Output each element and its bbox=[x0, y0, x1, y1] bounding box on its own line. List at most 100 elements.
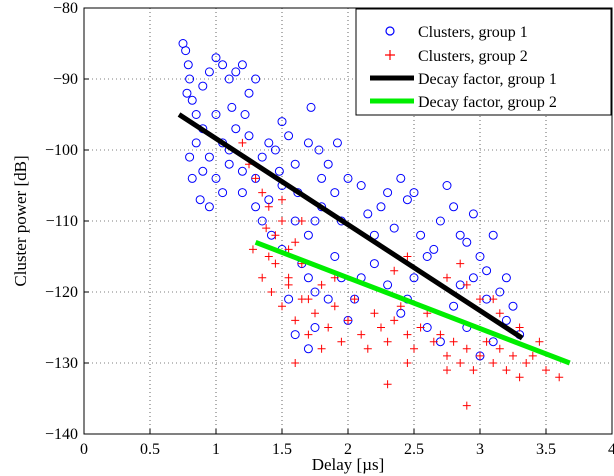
point-plus bbox=[476, 351, 484, 360]
point-circle bbox=[290, 159, 300, 169]
y-tick-label: −90 bbox=[53, 71, 78, 88]
point-circle bbox=[204, 202, 214, 212]
point-circle bbox=[204, 67, 214, 77]
point-circle bbox=[422, 252, 432, 261]
x-tick-label: 3 bbox=[476, 441, 484, 458]
point-circle bbox=[396, 173, 406, 183]
series-4 bbox=[254, 239, 571, 366]
point-plus bbox=[311, 309, 319, 318]
point-plus bbox=[271, 259, 280, 268]
y-tick-label: −140 bbox=[45, 426, 78, 443]
x-tick-label: 1 bbox=[212, 441, 220, 458]
point-circle bbox=[204, 152, 214, 162]
x-tick-label: 2 bbox=[344, 441, 352, 458]
point-circle bbox=[284, 294, 294, 304]
point-plus bbox=[528, 351, 537, 360]
point-plus bbox=[436, 330, 445, 339]
legend-label-decay1: Decay factor, group 1 bbox=[418, 71, 557, 88]
point-plus bbox=[555, 373, 564, 382]
point-plus bbox=[330, 302, 339, 311]
point-plus bbox=[258, 273, 267, 282]
point-plus bbox=[390, 316, 399, 325]
point-plus bbox=[262, 224, 271, 233]
point-circle bbox=[442, 181, 452, 190]
point-circle bbox=[310, 216, 320, 226]
point-circle bbox=[317, 173, 327, 183]
point-plus bbox=[278, 195, 286, 204]
point-plus bbox=[489, 359, 498, 367]
point-plus bbox=[248, 245, 257, 254]
decay-line bbox=[254, 239, 571, 366]
point-plus bbox=[443, 351, 451, 360]
point-plus bbox=[476, 295, 484, 304]
point-plus bbox=[264, 252, 273, 261]
point-plus bbox=[542, 366, 550, 375]
series-layer bbox=[177, 39, 571, 410]
point-circle bbox=[218, 188, 228, 198]
y-tick-label: −80 bbox=[53, 0, 78, 17]
point-plus bbox=[251, 174, 260, 183]
point-plus bbox=[495, 344, 504, 353]
x-axis-label: Delay [µs] bbox=[312, 455, 385, 474]
point-plus bbox=[317, 280, 326, 289]
point-plus bbox=[278, 217, 286, 225]
point-circle bbox=[330, 188, 340, 198]
point-circle bbox=[310, 323, 320, 332]
point-circle bbox=[274, 166, 284, 176]
point-circle bbox=[306, 102, 316, 112]
point-circle bbox=[187, 173, 197, 183]
point-circle bbox=[237, 60, 247, 70]
point-plus bbox=[284, 273, 293, 282]
point-plus bbox=[522, 359, 531, 367]
point-plus bbox=[469, 366, 478, 375]
point-circle bbox=[402, 195, 412, 205]
point-circle bbox=[198, 81, 208, 91]
point-plus bbox=[304, 295, 313, 304]
point-circle bbox=[488, 230, 498, 240]
point-circle bbox=[383, 188, 393, 198]
point-circle bbox=[211, 173, 221, 183]
point-circle bbox=[416, 230, 426, 240]
x-tick-label: 0.5 bbox=[140, 441, 160, 458]
point-circle bbox=[409, 188, 419, 198]
point-circle bbox=[323, 294, 333, 304]
point-circle bbox=[455, 230, 465, 240]
series-1 bbox=[178, 39, 525, 361]
point-circle bbox=[429, 244, 439, 254]
point-circle bbox=[264, 138, 274, 148]
point-circle bbox=[211, 110, 221, 119]
point-circle bbox=[468, 273, 478, 283]
point-plus bbox=[449, 337, 458, 346]
point-circle bbox=[195, 195, 205, 205]
point-plus bbox=[324, 323, 333, 332]
point-circle bbox=[383, 280, 393, 290]
x-tick-label: 2.5 bbox=[404, 441, 424, 458]
point-circle bbox=[187, 95, 197, 105]
x-tick-label: 1.5 bbox=[272, 441, 292, 458]
point-circle bbox=[185, 152, 195, 162]
point-plus bbox=[443, 273, 451, 282]
point-circle bbox=[369, 259, 379, 269]
point-plus bbox=[482, 337, 491, 346]
point-circle bbox=[303, 230, 313, 240]
point-plus bbox=[416, 323, 425, 332]
point-plus bbox=[271, 231, 280, 240]
point-circle bbox=[356, 181, 366, 190]
point-circle bbox=[508, 301, 518, 311]
point-plus bbox=[429, 337, 438, 346]
x-tick-label: 0 bbox=[80, 441, 88, 458]
point-plus bbox=[291, 238, 300, 247]
legend-label-decay2: Decay factor, group 2 bbox=[418, 94, 557, 111]
point-circle bbox=[191, 138, 201, 148]
y-tick-label: −130 bbox=[45, 355, 78, 372]
point-circle bbox=[303, 344, 313, 354]
decay-line bbox=[177, 112, 524, 341]
point-circle bbox=[363, 209, 373, 219]
point-circle bbox=[182, 88, 192, 98]
point-plus bbox=[443, 366, 451, 375]
point-circle bbox=[330, 252, 340, 261]
point-plus bbox=[515, 373, 524, 382]
point-circle bbox=[277, 117, 287, 127]
point-plus bbox=[390, 266, 399, 275]
point-plus bbox=[258, 188, 267, 197]
